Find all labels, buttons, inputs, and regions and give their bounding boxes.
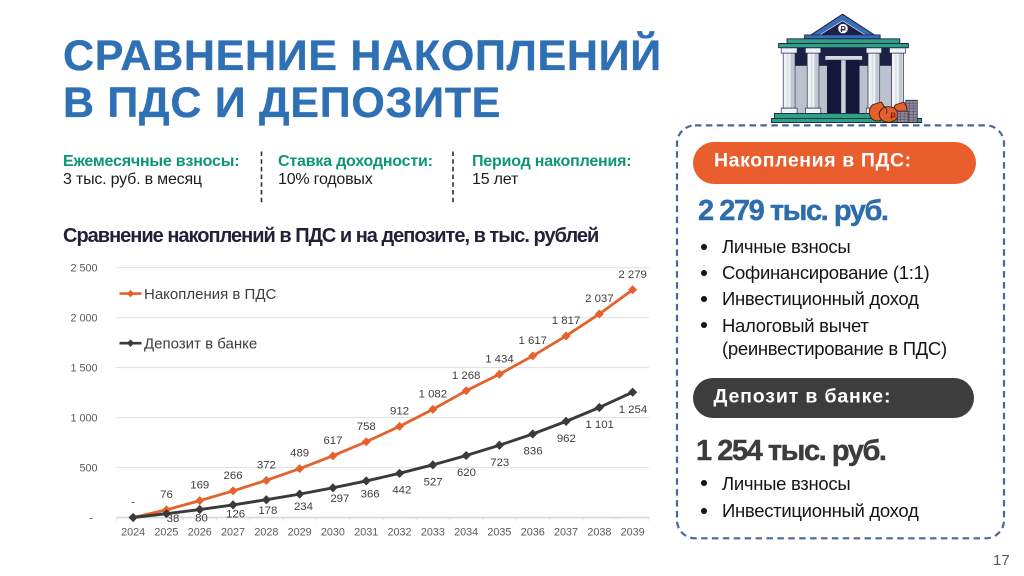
svg-text:1 617: 1 617	[518, 335, 547, 347]
svg-text:2024: 2024	[121, 527, 145, 539]
svg-text:1 500: 1 500	[70, 363, 97, 375]
svg-text:2 500: 2 500	[70, 263, 97, 275]
svg-text:169: 169	[190, 480, 209, 492]
svg-text:442: 442	[392, 484, 411, 496]
svg-text:372: 372	[257, 459, 276, 471]
svg-text:500: 500	[79, 463, 97, 475]
svg-text:2033: 2033	[421, 527, 445, 539]
svg-text:2038: 2038	[587, 527, 611, 539]
svg-text:1 268: 1 268	[452, 370, 481, 382]
svg-text:38: 38	[167, 513, 180, 525]
svg-text:489: 489	[290, 448, 309, 460]
svg-text:2039: 2039	[621, 527, 645, 539]
svg-text:76: 76	[160, 489, 173, 501]
svg-text:1 101: 1 101	[585, 419, 614, 431]
svg-text:178: 178	[258, 505, 277, 517]
svg-text:-: -	[89, 513, 93, 525]
svg-text:2029: 2029	[288, 527, 312, 539]
svg-text:2027: 2027	[221, 527, 245, 539]
svg-text:1 000: 1 000	[70, 413, 97, 425]
svg-text:P: P	[841, 25, 847, 34]
svg-text:2030: 2030	[321, 527, 345, 539]
svg-text:Депозит в банке: Депозит в банке	[144, 335, 257, 352]
svg-text:2026: 2026	[188, 527, 212, 539]
svg-text:2 279: 2 279	[618, 269, 647, 281]
svg-text:297: 297	[330, 493, 349, 505]
svg-text:527: 527	[424, 476, 443, 488]
svg-text:2034: 2034	[454, 527, 478, 539]
svg-text:912: 912	[390, 405, 409, 417]
svg-text:617: 617	[323, 435, 342, 447]
svg-text:2028: 2028	[254, 527, 278, 539]
svg-text:2 037: 2 037	[585, 293, 614, 305]
svg-text:1 254: 1 254	[619, 404, 648, 416]
svg-text:126: 126	[226, 509, 245, 521]
svg-text:P: P	[890, 112, 896, 121]
svg-text:2031: 2031	[354, 527, 378, 539]
svg-text:1 817: 1 817	[552, 315, 581, 327]
svg-text:2036: 2036	[521, 527, 545, 539]
svg-text:2 000: 2 000	[70, 313, 97, 325]
svg-text:Накопления в ПДС: Накопления в ПДС	[144, 286, 276, 303]
svg-text:2035: 2035	[487, 527, 511, 539]
svg-text:1 434: 1 434	[485, 353, 514, 365]
svg-text:758: 758	[357, 421, 376, 433]
svg-text:366: 366	[361, 488, 380, 500]
svg-text:2025: 2025	[154, 527, 178, 539]
svg-text:2037: 2037	[554, 527, 578, 539]
svg-text:80: 80	[195, 513, 208, 525]
svg-text:1 082: 1 082	[419, 388, 448, 400]
svg-text:266: 266	[224, 470, 243, 482]
svg-text:836: 836	[524, 446, 543, 458]
svg-text:962: 962	[557, 433, 576, 445]
svg-text:2032: 2032	[388, 527, 412, 539]
svg-text:620: 620	[457, 467, 476, 479]
svg-text:-: -	[131, 497, 135, 509]
svg-text:234: 234	[294, 501, 313, 513]
svg-text:723: 723	[490, 457, 509, 469]
